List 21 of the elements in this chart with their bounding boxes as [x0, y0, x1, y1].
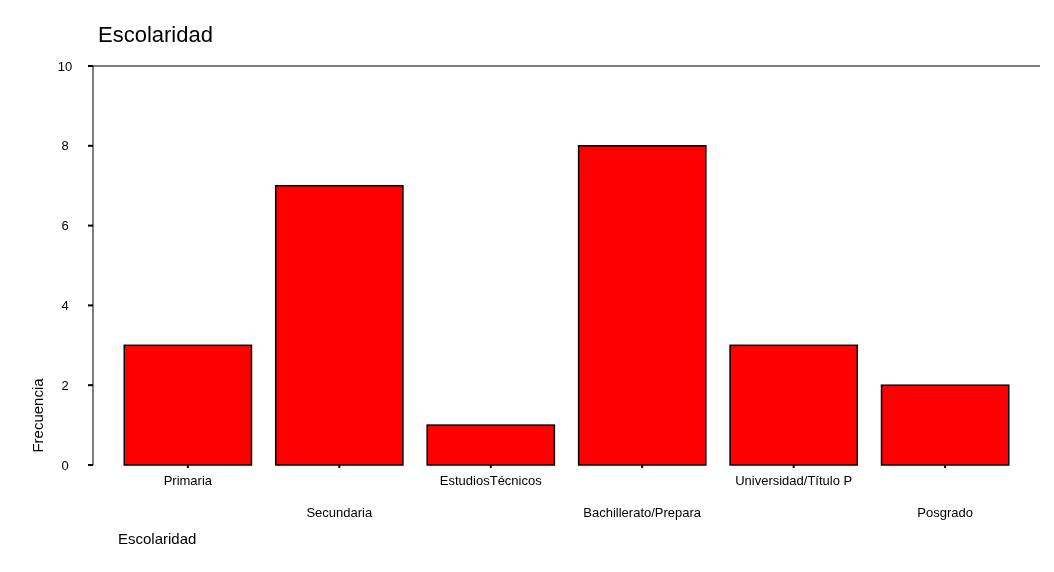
x-tick-label: Bachillerato/Prepara [583, 505, 702, 520]
x-tick-label: Secundaria [306, 505, 373, 520]
bar [426, 424, 556, 466]
y-tick-label: 2 [61, 377, 69, 393]
y-tick-label: 4 [61, 297, 69, 313]
chart-title: Escolaridad [98, 22, 213, 47]
y-axis-title: Frecuencia [29, 377, 46, 453]
y-tick-label: 8 [61, 138, 69, 154]
bar [880, 384, 1010, 466]
bar [577, 145, 707, 466]
x-axis-title: Escolaridad [118, 530, 197, 547]
bar [123, 344, 253, 466]
y-tick-label: 0 [61, 457, 69, 473]
y-tick-label: 6 [61, 218, 69, 234]
x-tick-label: EstudiosTécnicos [439, 473, 543, 488]
x-tick-label: Primaria [163, 473, 213, 488]
x-tick-label: Universidad/Título P [735, 473, 853, 488]
x-tick-label: Posgrado [917, 505, 973, 520]
bar [729, 344, 859, 466]
bar [274, 184, 404, 466]
y-tick-label: 10 [57, 58, 73, 74]
